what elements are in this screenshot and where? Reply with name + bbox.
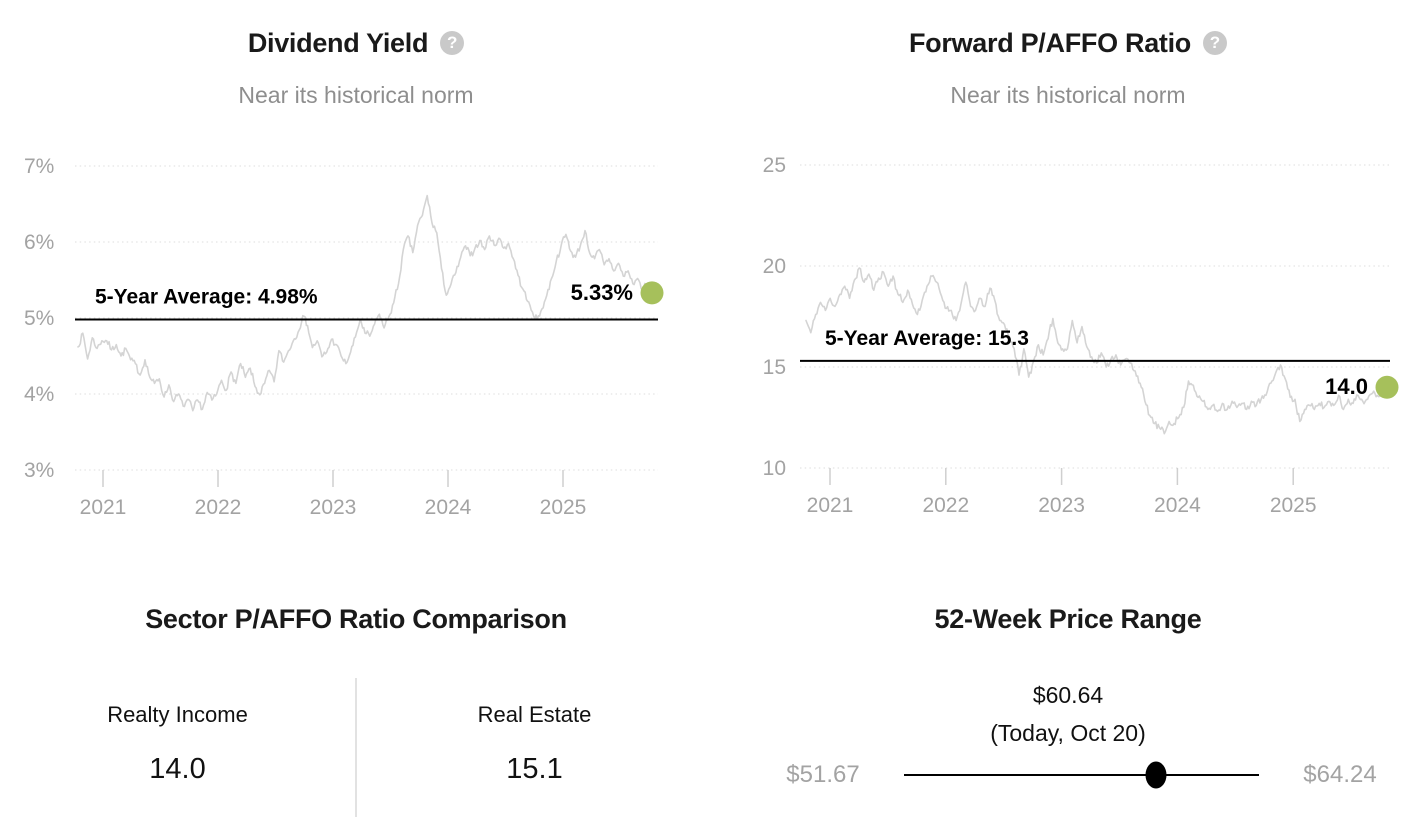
low-price-label: $51.67: [786, 761, 860, 788]
comparison-item-label: Realty Income: [107, 702, 248, 727]
x-tick-label: 2023: [310, 496, 357, 519]
forward-paffo-section: Forward P/AFFO Ratio ? Near its historic…: [712, 0, 1424, 560]
price-range-slider: $51.67 $64.24: [767, 760, 1396, 790]
x-tick-label: 2021: [80, 496, 127, 519]
y-tick-label: 25: [763, 154, 786, 177]
x-tick-label: 2025: [540, 496, 587, 519]
price-range-title: 52-Week Price Range: [934, 604, 1202, 634]
chart-title: Dividend Yield: [247, 27, 429, 58]
vertical-divider: [355, 678, 357, 817]
comparison-item-value: 15.1: [506, 753, 563, 785]
current-price-marker: [1145, 761, 1167, 789]
comparison-item-label: Real Estate: [477, 702, 592, 727]
forward-paffo-chart: 25 20 15 10 2021 2022 2023 2024 2025 5-Year Avera…: [763, 154, 1399, 517]
price-range-track: [904, 761, 1259, 789]
x-tick-label: 2025: [1270, 494, 1317, 517]
y-tick-label: 6%: [24, 231, 54, 254]
y-tick-label: 15: [763, 356, 786, 379]
y-tick-label: 3%: [24, 459, 54, 482]
chart-subtitle: Near its historical norm: [238, 82, 474, 108]
x-tick-label: 2024: [425, 496, 472, 519]
price-range-section: 52-Week Price Range $60.64 (Today, Oct 2…: [712, 560, 1424, 838]
y-tick-label: 10: [763, 457, 786, 480]
dividend-yield-chart: 7% 6% 5% 4% 3% 2021 2022 2023 2024 2025 5-Year Ave…: [24, 155, 664, 519]
y-tick-label: 20: [763, 255, 786, 278]
x-tick-label: 2022: [195, 496, 242, 519]
chart-header: Dividend Yield ? Near its historical nor…: [0, 24, 712, 109]
current-value-label: 14.0: [1325, 374, 1368, 399]
current-value-label: 5.33%: [571, 280, 633, 305]
average-label: 5-Year Average: 4.98%: [95, 286, 318, 309]
series-line: [805, 267, 1388, 435]
x-tick-label: 2022: [922, 494, 969, 517]
chart-title: Forward P/AFFO Ratio: [908, 27, 1191, 58]
current-value-dot: [1375, 375, 1399, 399]
help-icon[interactable]: ?: [1203, 31, 1227, 55]
x-tick-label: 2021: [807, 494, 854, 517]
average-label: 5-Year Average: 15.3: [825, 327, 1029, 350]
y-tick-label: 7%: [24, 155, 54, 178]
chart-subtitle: Near its historical norm: [950, 82, 1186, 108]
current-price: $60.64: [1032, 682, 1104, 708]
x-tick-label: 2024: [1154, 494, 1201, 517]
x-tick-label: 2023: [1038, 494, 1085, 517]
comparison-item-value: 14.0: [149, 753, 206, 785]
comparison-table: Realty Income 14.0 Real Estate 15.1: [0, 673, 712, 822]
help-icon[interactable]: ?: [440, 31, 465, 55]
comparison-title: Sector P/AFFO Ratio Comparison: [145, 604, 567, 634]
chart-header: Forward P/AFFO Ratio ? Near its historic…: [712, 24, 1424, 109]
current-price-note: (Today, Oct 20): [990, 720, 1146, 746]
y-tick-label: 4%: [24, 383, 54, 406]
series-line: [77, 194, 653, 412]
comparison-item: Real Estate 15.1: [357, 673, 712, 822]
sector-comparison-section: Sector P/AFFO Ratio Comparison Realty In…: [0, 560, 712, 838]
y-tick-label: 5%: [24, 307, 54, 330]
current-value-dot: [640, 281, 664, 305]
high-price-label: $64.24: [1303, 761, 1377, 788]
comparison-item: Realty Income 14.0: [0, 673, 355, 822]
dividend-yield-section: Dividend Yield ? Near its historical nor…: [0, 0, 712, 560]
